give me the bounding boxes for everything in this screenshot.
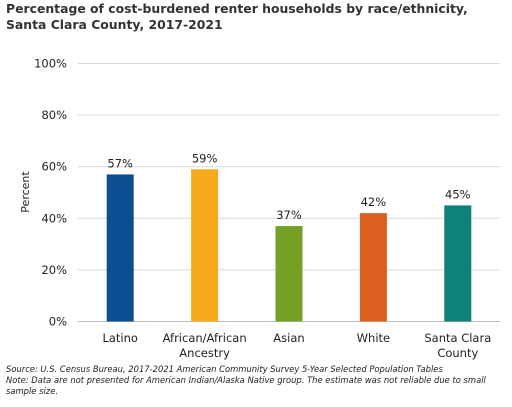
y-tick-label: 40% xyxy=(41,211,67,225)
bar xyxy=(106,174,134,322)
data-label: 45% xyxy=(445,187,471,201)
x-tick-label: Ancestry xyxy=(179,346,230,360)
source-text: Source: U.S. Census Bureau, 2017-2021 Am… xyxy=(6,364,443,374)
data-label: 59% xyxy=(192,151,218,165)
bar xyxy=(275,226,303,322)
y-tick-label: 0% xyxy=(49,315,67,329)
y-axis-label: Percent xyxy=(19,171,32,213)
data-labels: 57% 59% 37% 42% 45% xyxy=(107,151,470,222)
bar xyxy=(359,213,387,322)
x-tick-label: Santa Clara xyxy=(424,331,491,345)
bars xyxy=(106,169,472,322)
y-tick-label: 20% xyxy=(41,263,67,277)
y-tick-label: 100% xyxy=(34,57,67,71)
source-notes: Source: U.S. Census Bureau, 2017-2021 Am… xyxy=(6,364,510,396)
bar xyxy=(191,169,219,322)
grid-lines xyxy=(78,63,500,322)
x-tick-label: County xyxy=(437,346,478,360)
y-axis-ticks: 0% 20% 40% 60% 80% 100% xyxy=(34,57,67,329)
chart-title: Percentage of cost-burdened renter house… xyxy=(6,1,468,32)
data-label: 37% xyxy=(276,208,302,222)
note-text: Note: Data are not presented for America… xyxy=(6,374,486,396)
x-tick-label: Asian xyxy=(273,331,304,345)
data-label: 42% xyxy=(361,195,387,209)
y-tick-label: 60% xyxy=(41,160,67,174)
x-tick-label: African/African xyxy=(163,331,247,345)
y-tick-label: 80% xyxy=(41,108,67,122)
x-tick-label: Latino xyxy=(102,331,137,345)
bar xyxy=(444,205,472,322)
x-tick-label: White xyxy=(357,331,390,345)
data-label: 57% xyxy=(107,156,133,170)
